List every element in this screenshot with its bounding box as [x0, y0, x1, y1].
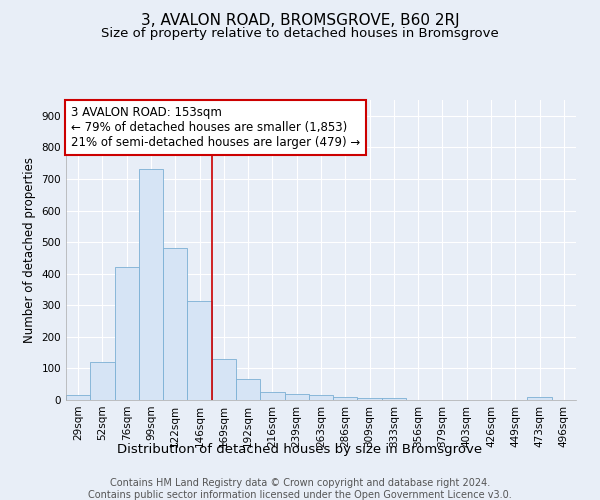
Bar: [187, 300, 212, 400]
Bar: [90, 362, 115, 400]
Bar: [309, 396, 333, 400]
Text: Distribution of detached houses by size in Bromsgrove: Distribution of detached houses by size …: [118, 442, 482, 456]
Text: Size of property relative to detached houses in Bromsgrove: Size of property relative to detached ho…: [101, 28, 499, 40]
Bar: [260, 392, 284, 400]
Bar: [115, 268, 139, 400]
Y-axis label: Number of detached properties: Number of detached properties: [23, 157, 36, 343]
Bar: [66, 396, 90, 400]
Bar: [212, 359, 236, 400]
Bar: [333, 397, 358, 400]
Text: 3 AVALON ROAD: 153sqm
← 79% of detached houses are smaller (1,853)
21% of semi-d: 3 AVALON ROAD: 153sqm ← 79% of detached …: [71, 106, 361, 149]
Text: 3, AVALON ROAD, BROMSGROVE, B60 2RJ: 3, AVALON ROAD, BROMSGROVE, B60 2RJ: [140, 12, 460, 28]
Bar: [236, 380, 260, 400]
Bar: [527, 397, 552, 400]
Bar: [382, 398, 406, 400]
Bar: [358, 398, 382, 400]
Text: Contains HM Land Registry data © Crown copyright and database right 2024.: Contains HM Land Registry data © Crown c…: [110, 478, 490, 488]
Text: Contains public sector information licensed under the Open Government Licence v3: Contains public sector information licen…: [88, 490, 512, 500]
Bar: [284, 394, 309, 400]
Bar: [139, 170, 163, 400]
Bar: [163, 248, 187, 400]
